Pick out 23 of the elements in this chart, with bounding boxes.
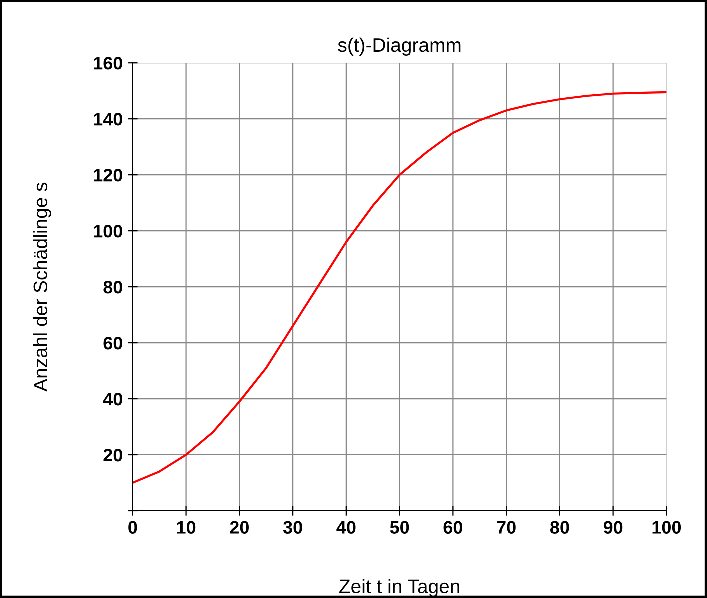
x-tick-label: 20 xyxy=(230,521,249,534)
y-tick-label: 100 xyxy=(94,224,122,238)
x-tick-label: 30 xyxy=(283,521,302,534)
x-tick-label: 60 xyxy=(444,521,462,534)
x-tick-label: 100 xyxy=(652,521,682,534)
y-tick-label: 80 xyxy=(104,280,122,294)
x-tick-label: 10 xyxy=(177,521,196,534)
x-tick-label: 40 xyxy=(336,521,356,534)
x-tick-label: 80 xyxy=(550,521,570,534)
y-tick-label: 140 xyxy=(94,113,122,126)
x-tick-label: 90 xyxy=(604,521,623,534)
y-tick-label: 40 xyxy=(103,392,122,406)
y-tick-label: 160 xyxy=(94,57,122,70)
x-axis-title: Zeit t in Tagen xyxy=(340,579,460,598)
x-tick-label: 0 xyxy=(128,521,138,534)
y-tick-label: 60 xyxy=(104,336,122,350)
y-tick-label: 120 xyxy=(94,169,122,182)
x-tick-label: 70 xyxy=(497,521,516,534)
chart-title: s(t)-Diagramm xyxy=(338,38,461,56)
line-series xyxy=(132,91,667,484)
x-tick-label: 50 xyxy=(390,521,410,534)
y-axis-title: Anzahl der Schädlinge s xyxy=(33,182,52,392)
y-tick-label: 20 xyxy=(104,448,122,462)
